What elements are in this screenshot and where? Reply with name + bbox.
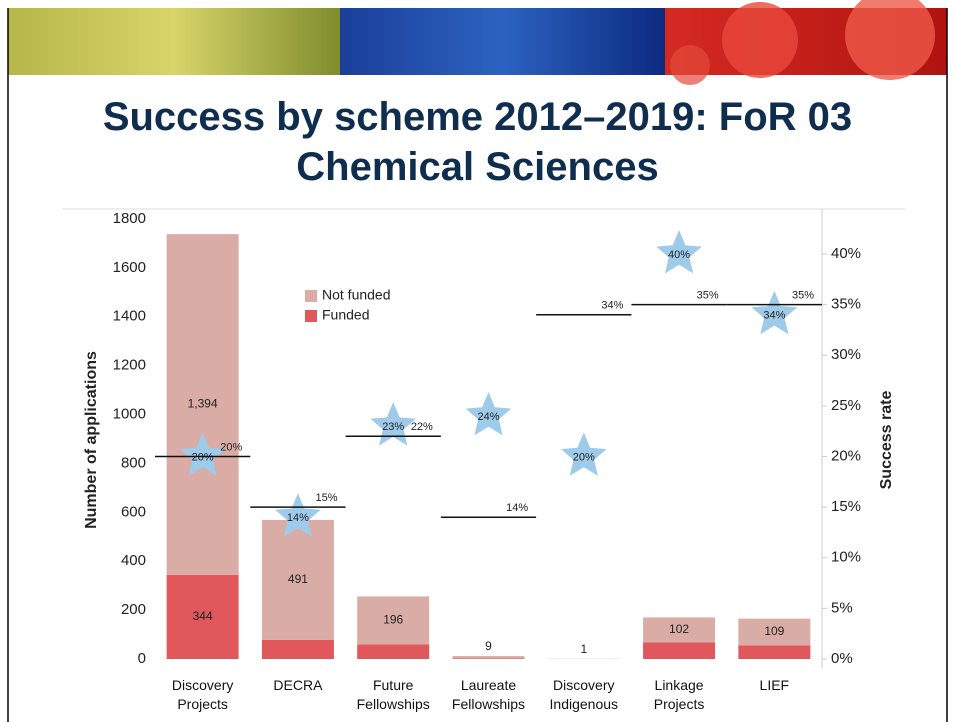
bar-segment bbox=[166, 234, 239, 575]
rate-star bbox=[751, 290, 798, 335]
bar-segment bbox=[738, 618, 811, 646]
star-label: 23% bbox=[382, 421, 404, 433]
star-label: 14% bbox=[287, 512, 309, 524]
value-label: 109 bbox=[764, 624, 784, 638]
line-label: 22% bbox=[411, 421, 433, 433]
slide-title: Success by scheme 2012–2019: FoR 03 Chem… bbox=[102, 95, 853, 189]
star-label: 34% bbox=[763, 310, 785, 322]
y-tick-label: 600 bbox=[121, 503, 146, 520]
bar-segment bbox=[643, 642, 716, 659]
x-tick-label: DECRA bbox=[273, 677, 323, 693]
y2-tick-label: 35% bbox=[831, 296, 861, 313]
y-axis-title: Number of applications bbox=[83, 351, 100, 529]
y-tick-label: 200 bbox=[121, 601, 146, 618]
x-tick-label: LIEF bbox=[759, 677, 790, 693]
rate-star bbox=[656, 230, 702, 274]
line-label: 35% bbox=[697, 290, 719, 302]
y2-tick-label: 25% bbox=[831, 397, 861, 414]
y-tick-label: 400 bbox=[121, 552, 146, 569]
star-label: 20% bbox=[192, 451, 214, 463]
rate-star bbox=[275, 493, 321, 537]
y2-tick-label: 0% bbox=[831, 650, 853, 667]
bar-segment bbox=[452, 656, 525, 659]
value-label: 344 bbox=[193, 609, 213, 623]
bar-segment bbox=[261, 519, 334, 640]
y-tick-label: 1200 bbox=[113, 357, 146, 374]
x-tick-label: Future Fellowships bbox=[356, 677, 430, 712]
y-tick-label: 1600 bbox=[113, 259, 146, 276]
bar-segment bbox=[261, 639, 334, 659]
value-label: 1 bbox=[580, 642, 587, 656]
line-label: 15% bbox=[316, 492, 338, 504]
rate-star bbox=[561, 432, 607, 476]
y2-tick-label: 30% bbox=[831, 346, 861, 363]
rate-star bbox=[370, 402, 416, 446]
x-tick-label: Laureate Fellowships bbox=[451, 677, 526, 712]
legend-label: Funded bbox=[322, 307, 369, 323]
y2-tick-label: 10% bbox=[831, 549, 861, 566]
star-label: 40% bbox=[668, 249, 690, 261]
x-tick-label: Discovery Indigenous bbox=[549, 677, 619, 712]
y2-axis-title: Success rate bbox=[878, 391, 895, 490]
line-label: 20% bbox=[220, 441, 242, 453]
y-tick-label: 1000 bbox=[113, 406, 146, 423]
y-tick-label: 1400 bbox=[113, 308, 146, 325]
y2-tick-label: 5% bbox=[831, 599, 853, 616]
legend-swatch bbox=[305, 290, 317, 302]
star-label: 20% bbox=[573, 451, 595, 463]
x-tick-label: Linkage Projects bbox=[653, 677, 705, 712]
y-tick-label: 0 bbox=[138, 650, 146, 667]
y2-tick-label: 15% bbox=[831, 498, 861, 515]
value-label: 1,394 bbox=[188, 397, 218, 411]
star-label: 24% bbox=[477, 411, 499, 423]
bar-segment bbox=[643, 617, 716, 643]
line-label: 14% bbox=[506, 502, 528, 514]
y-tick-label: 1800 bbox=[113, 210, 146, 227]
rate-star bbox=[179, 432, 226, 476]
rate-star bbox=[465, 392, 512, 436]
bar-segment bbox=[738, 645, 811, 659]
line-label: 34% bbox=[601, 300, 623, 312]
y2-tick-label: 40% bbox=[831, 245, 861, 262]
y-tick-label: 800 bbox=[121, 454, 146, 471]
bar-segment bbox=[357, 596, 430, 645]
legend-swatch bbox=[305, 310, 317, 322]
line-label: 35% bbox=[792, 290, 814, 302]
value-label: 491 bbox=[288, 572, 308, 586]
value-label: 9 bbox=[485, 639, 492, 653]
value-label: 102 bbox=[669, 622, 689, 636]
y2-tick-label: 20% bbox=[831, 447, 861, 464]
x-tick-label: Discovery Projects bbox=[171, 677, 234, 712]
value-label: 196 bbox=[383, 613, 403, 627]
bar-segment bbox=[166, 574, 239, 659]
bar-segment bbox=[357, 644, 430, 659]
legend-label: Not funded bbox=[322, 287, 391, 303]
header-banner bbox=[8, 0, 947, 85]
bar-segment bbox=[452, 658, 525, 659]
